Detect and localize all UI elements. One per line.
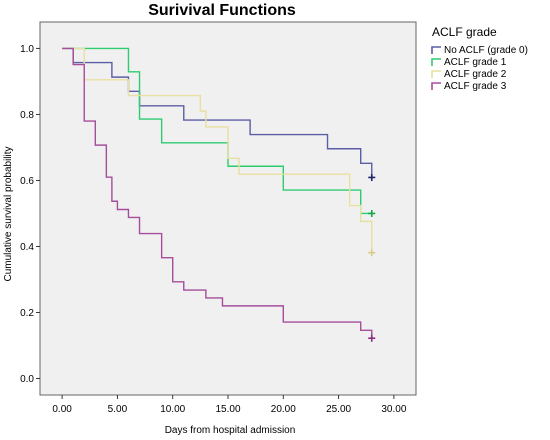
series-line [62, 47, 372, 215]
legend-entry: ACLF grade 1 [444, 57, 507, 68]
y-tick-label: 0.4 [20, 242, 34, 253]
series-line [62, 47, 373, 339]
legend: ACLF grade No ACLF (grade 0)ACLF grade 1… [431, 25, 528, 92]
chart-title: Surivival Functions [148, 2, 296, 19]
y-axis-label: Cumulative survival probability [3, 146, 14, 281]
y-tick-label: 0.6 [20, 176, 34, 187]
x-axis-label: Days from hospital admission [165, 425, 296, 436]
x-tick-label: 25.00 [326, 404, 351, 415]
y-tick-label: 0.2 [20, 308, 34, 319]
series-line [62, 47, 373, 178]
legend-swatch [431, 82, 441, 90]
x-axis: 0.00 5.00 10.00 15.00 20.00 25.00 30.00 [52, 395, 407, 415]
censor-mark [368, 209, 376, 217]
x-tick-label: 5.00 [108, 404, 128, 415]
legend-swatch [431, 70, 441, 78]
legend-swatch [431, 46, 441, 54]
legend-title: ACLF grade [432, 25, 497, 39]
legend-swatch [431, 58, 441, 66]
plot-area [39, 21, 417, 396]
series-layer [62, 47, 376, 342]
legend-entry: ACLF grade 2 [444, 69, 507, 80]
y-axis: 0.0 0.2 0.4 0.6 0.8 1.0 [20, 44, 40, 385]
x-tick-label: 0.00 [52, 404, 72, 415]
censor-mark [368, 249, 376, 257]
y-tick-label: 0.8 [20, 110, 34, 121]
legend-entry: ACLF grade 3 [444, 81, 507, 92]
y-tick-label: 1.0 [20, 44, 34, 55]
x-tick-label: 10.00 [160, 404, 185, 415]
x-tick-label: 15.00 [215, 404, 240, 415]
x-tick-label: 20.00 [271, 404, 296, 415]
censor-mark [368, 173, 376, 181]
x-tick-label: 30.00 [381, 404, 406, 415]
series-line [62, 47, 373, 253]
y-tick-label: 0.0 [20, 374, 34, 385]
censor-mark [368, 334, 376, 342]
legend-entry: No ACLF (grade 0) [444, 45, 528, 56]
